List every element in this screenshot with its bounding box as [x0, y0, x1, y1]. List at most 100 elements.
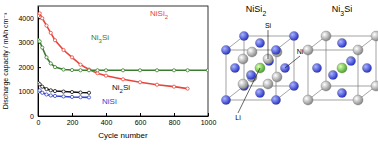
- x-tick-label: 0: [37, 119, 41, 126]
- series-marker: [45, 93, 48, 96]
- x-tick-label: 200: [67, 119, 79, 126]
- atom: [353, 45, 363, 55]
- series-label: Ni2Si: [112, 83, 130, 94]
- series-marker: [41, 17, 44, 20]
- cell-edge: [326, 36, 376, 37]
- series-marker: [121, 78, 124, 81]
- series-marker: [62, 48, 65, 51]
- x-tick-label: 400: [101, 119, 113, 126]
- atom: [271, 95, 280, 104]
- series-marker: [186, 87, 189, 90]
- y-tick: 3000: [18, 39, 41, 46]
- atom: [255, 88, 264, 97]
- series-marker: [41, 46, 44, 49]
- series-marker: [70, 56, 73, 59]
- cell-edge: [358, 50, 359, 100]
- atom: [230, 63, 239, 72]
- atom-label: Li: [235, 114, 241, 121]
- series-marker: [49, 31, 52, 34]
- y-axis-line: [38, 7, 39, 117]
- x-tick: 600: [135, 113, 147, 126]
- atom: [321, 31, 331, 41]
- y-axis: 01000200030004000: [18, 7, 41, 120]
- plot-area: [38, 12, 208, 99]
- structure-ni3si: [303, 31, 378, 105]
- atom: [239, 31, 248, 40]
- atom-label: Ni: [297, 48, 304, 55]
- x-tick: 1000: [201, 113, 217, 126]
- atom: [221, 45, 230, 54]
- series-marker: [45, 24, 48, 27]
- y-tick-label: 2000: [18, 64, 34, 71]
- cell-edge: [308, 100, 358, 101]
- series-marker: [186, 69, 189, 72]
- series-marker: [49, 94, 52, 97]
- series-marker: [79, 63, 82, 66]
- pointer: [285, 56, 300, 68]
- atom: [263, 79, 273, 89]
- atom: [337, 38, 346, 47]
- series-marker: [45, 56, 48, 59]
- x-tick-mark: [72, 113, 73, 116]
- atom: [328, 70, 337, 79]
- x-tick-label: 600: [135, 119, 147, 126]
- cell-edge: [226, 100, 276, 101]
- series-marker: [155, 69, 158, 72]
- pointer: [238, 68, 260, 113]
- series-marker: [41, 85, 44, 88]
- series-marker: [87, 69, 90, 72]
- atom: [221, 95, 230, 104]
- series-marker: [49, 62, 52, 65]
- atom: [271, 45, 280, 54]
- y-tick-label: 1000: [18, 88, 34, 95]
- series-marker: [79, 91, 82, 94]
- x-tick-label: 800: [169, 119, 181, 126]
- cell-edge: [326, 86, 376, 87]
- cell-edge: [308, 50, 358, 51]
- cell-edge: [376, 36, 377, 86]
- atom: [371, 81, 378, 91]
- atom: [255, 38, 264, 47]
- atom: [337, 88, 346, 97]
- series-marker: [53, 39, 56, 42]
- y-tick-label: 3000: [18, 39, 34, 46]
- series-marker: [70, 90, 73, 93]
- y-tick-label: 0: [30, 113, 34, 120]
- cell-edge: [308, 50, 309, 100]
- series-marker: [206, 69, 208, 72]
- series-marker: [53, 89, 56, 92]
- cell-edge: [326, 36, 327, 86]
- y-axis-title: Discharge capacity / mAh cm⁻³: [2, 12, 10, 109]
- series-marker: [38, 40, 41, 43]
- series-marker: [53, 66, 56, 69]
- pointer: [268, 30, 269, 59]
- x-tick: 400: [101, 113, 113, 126]
- series-marker: [138, 81, 141, 84]
- series-marker: [87, 68, 90, 71]
- y-tick: 0: [30, 113, 41, 120]
- x-tick-mark: [140, 113, 141, 116]
- series-marker: [172, 85, 175, 88]
- atom: [321, 81, 331, 91]
- series-marker: [79, 69, 82, 72]
- atom: [362, 63, 371, 72]
- series-marker: [62, 95, 65, 98]
- y-tick: 2000: [18, 64, 41, 71]
- series-line: [38, 40, 208, 70]
- x-tick-label: 1000: [201, 119, 217, 126]
- atom: [371, 31, 378, 41]
- atom: [289, 31, 298, 40]
- series-marker: [70, 68, 73, 71]
- x-tick-mark: [174, 113, 175, 116]
- cell-edge: [244, 36, 294, 37]
- atom: [303, 45, 313, 55]
- x-axis-line: [39, 116, 209, 117]
- cell-edge: [226, 50, 227, 100]
- atom: [303, 95, 313, 105]
- series-marker: [138, 69, 141, 72]
- series-marker: [87, 96, 90, 99]
- x-tick-mark: [106, 113, 107, 116]
- x-axis-title: Cycle number: [98, 131, 148, 140]
- atom-label: Si: [265, 22, 272, 29]
- series-marker: [62, 90, 65, 93]
